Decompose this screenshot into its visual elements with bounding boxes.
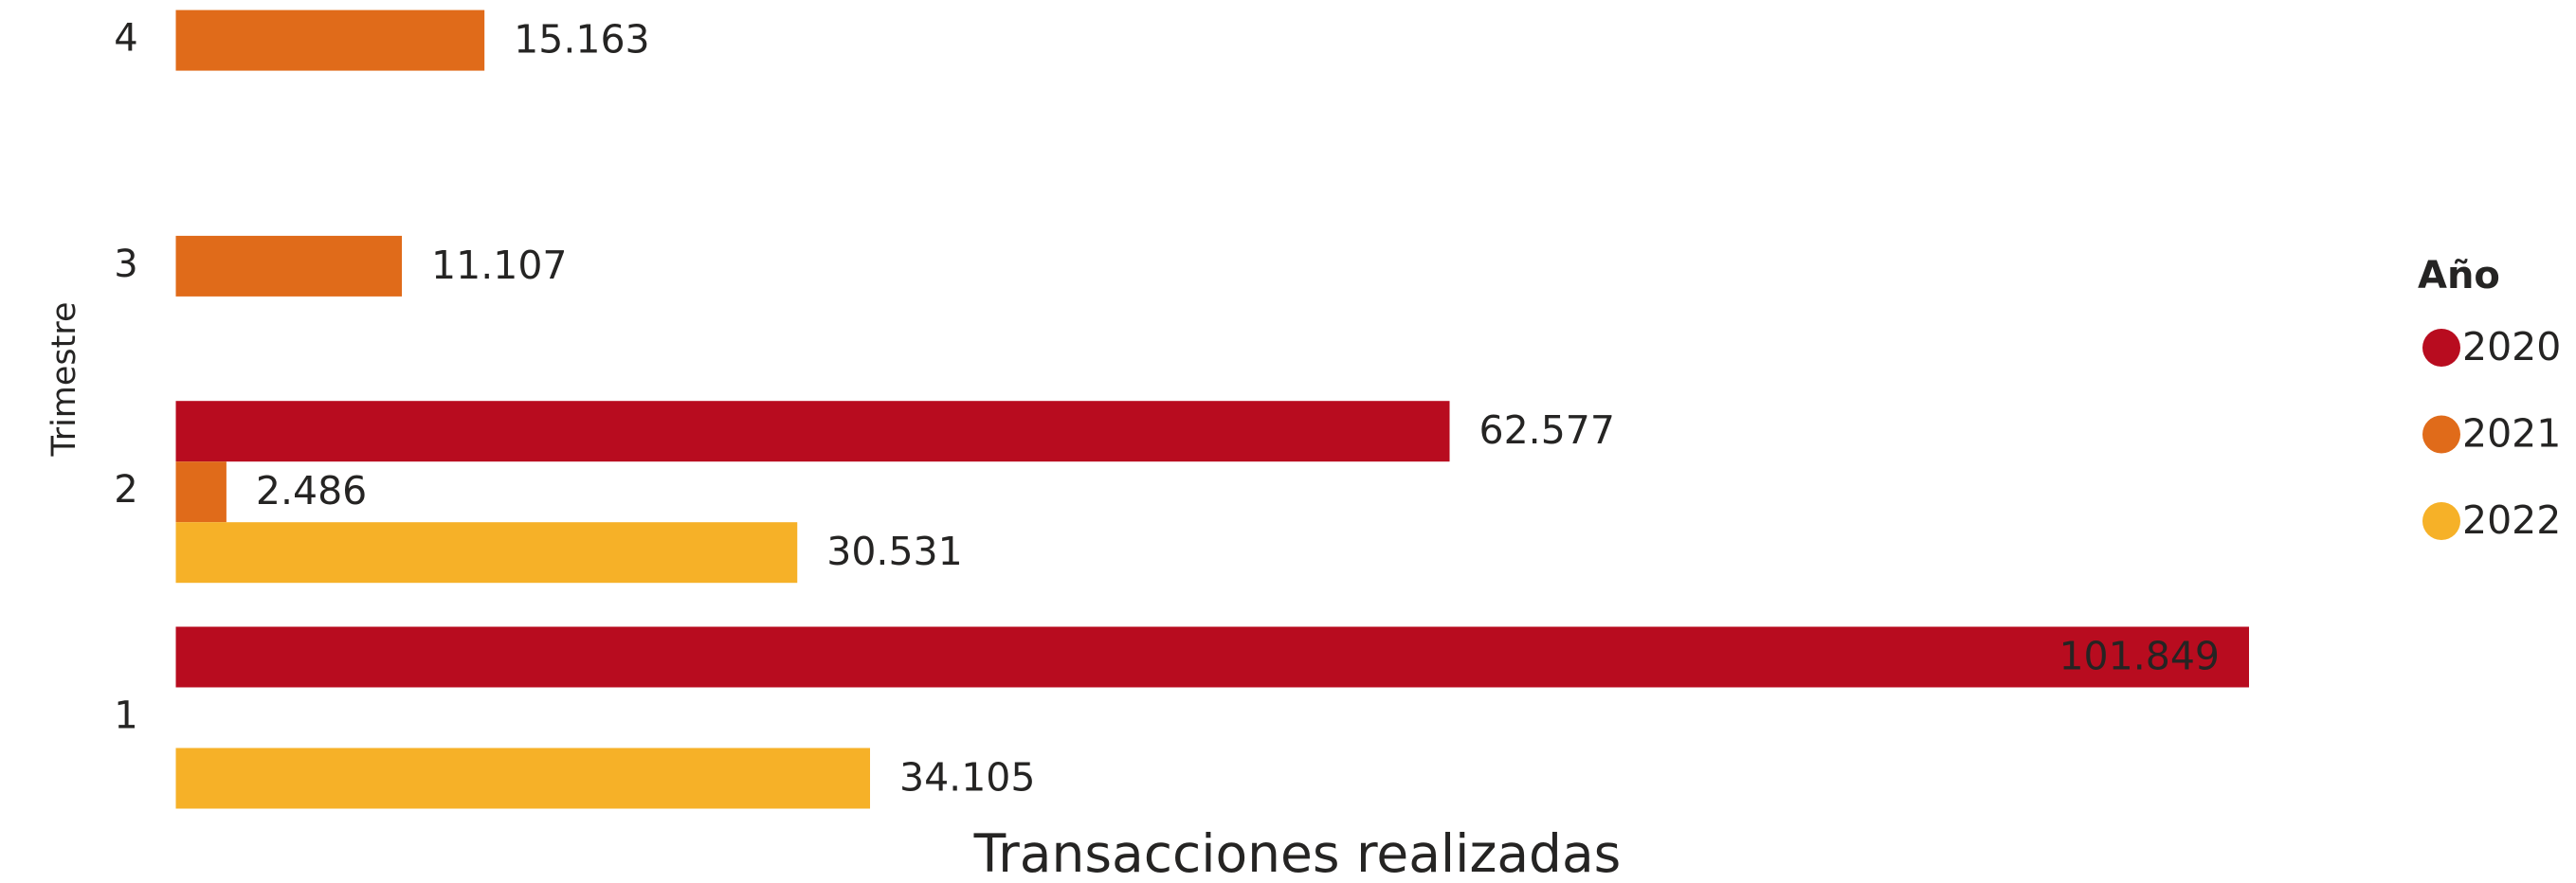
data-label: 15.163 [514,17,649,63]
legend-title: Año [2418,254,2500,297]
data-label: 101.849 [2059,634,2220,679]
data-label: 62.577 [1479,407,1615,453]
data-label: 2.486 [256,468,367,514]
y-axis-title: Trimestre [45,301,83,457]
x-axis-title: Transacciones realizadas [973,823,1622,883]
bar [175,748,871,809]
y-tick-label: 4 [114,17,137,61]
data-label: 30.531 [826,529,962,574]
bar [175,522,798,584]
y-tick-label: 1 [114,694,137,738]
bar [175,9,485,71]
bar [175,626,2249,688]
legend-label: 2020 [2462,324,2561,369]
legend-marker [2422,415,2460,454]
bar [175,235,403,297]
data-label: 11.107 [431,243,567,288]
bar [175,461,227,523]
bar [175,401,1450,462]
legend-marker [2422,502,2460,540]
legend-label: 2022 [2462,497,2561,543]
data-label: 34.105 [899,755,1035,801]
y-tick-label: 3 [114,243,137,286]
legend-marker [2422,329,2460,367]
y-tick-label: 2 [114,468,137,512]
legend-label: 2021 [2462,411,2561,457]
